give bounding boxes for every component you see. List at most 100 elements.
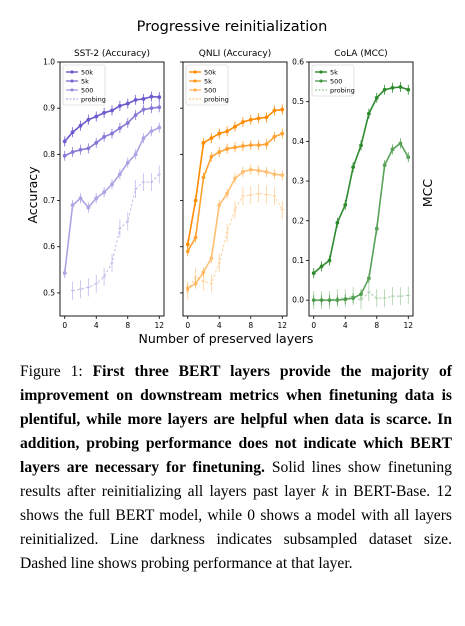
data-point <box>141 97 146 101</box>
y-tick-label: 0.6 <box>292 58 304 67</box>
legend-marker <box>70 79 74 83</box>
data-point <box>248 117 253 122</box>
x-tick-label: 4 <box>343 321 348 330</box>
figure-title: Progressive reinitialization <box>137 19 328 35</box>
series-line <box>72 173 160 292</box>
data-point <box>374 95 379 100</box>
x-tick-label: 4 <box>217 321 222 330</box>
legend-marker <box>70 88 74 92</box>
data-point <box>359 292 363 297</box>
data-point <box>233 124 237 129</box>
data-point <box>117 126 122 130</box>
legend-marker <box>193 88 197 92</box>
data-point <box>366 111 371 116</box>
data-point <box>149 129 154 134</box>
y-tick-label: 0.2 <box>292 216 304 225</box>
data-point <box>256 168 261 173</box>
y-tick-label: 0.5 <box>43 288 55 297</box>
y-tick-label: 0.1 <box>292 256 304 265</box>
y-tick-label: 0.9 <box>43 104 55 113</box>
legend-marker <box>319 70 323 74</box>
legend-label: probing <box>330 87 355 95</box>
caption-k: k <box>321 483 329 500</box>
y-tick-label: 0.6 <box>43 242 55 251</box>
x-tick-label: 8 <box>374 321 379 330</box>
series-5k <box>311 82 411 279</box>
data-point <box>201 140 206 145</box>
data-point <box>233 145 237 150</box>
legend-marker <box>193 79 197 83</box>
legend-label: 500 <box>204 87 216 95</box>
data-point <box>366 276 371 281</box>
data-point <box>94 140 99 145</box>
panel-title: SST-2 (Accuracy) <box>74 49 150 59</box>
legend-label: 5k <box>81 78 89 86</box>
caption-text: Solid lines show finetuning results afte… <box>20 459 452 500</box>
data-point <box>311 271 316 276</box>
data-point <box>351 165 356 170</box>
data-point <box>343 297 348 302</box>
legend-label: 5k <box>204 78 212 86</box>
panel-frame <box>308 61 414 317</box>
data-point <box>382 87 387 92</box>
data-point <box>240 120 245 124</box>
legend-label: 5k <box>330 69 338 77</box>
panel-frame <box>182 61 288 317</box>
panel-frame <box>59 61 165 317</box>
legend-label: probing <box>81 96 106 104</box>
series-probing <box>71 165 161 300</box>
series-5k <box>185 128 285 257</box>
data-point <box>280 131 285 136</box>
data-point <box>70 150 75 154</box>
y-tick-label: 0.5 <box>292 97 304 106</box>
data-point <box>209 136 214 141</box>
data-point <box>280 173 285 178</box>
data-point <box>78 196 83 201</box>
legend-marker <box>193 70 197 74</box>
data-point <box>70 203 75 208</box>
data-point <box>110 131 114 136</box>
data-point <box>185 249 190 254</box>
series-line <box>187 193 283 291</box>
data-point <box>70 130 75 135</box>
legend-marker <box>319 79 323 83</box>
data-point <box>374 226 379 231</box>
chart-panel-3: CoLA (MCC) 0.0 0.1 0.2 0.3 0.4 0.5 0.6 0 4 8 12 5k50… <box>292 49 414 330</box>
data-point <box>233 176 237 181</box>
data-point <box>125 101 130 106</box>
legend-label: 50k <box>204 69 216 77</box>
x-tick-label: 0 <box>185 321 190 330</box>
legend-box <box>311 64 355 97</box>
data-point <box>256 143 261 148</box>
legend-label: probing <box>204 96 229 104</box>
x-tick-label: 12 <box>403 321 413 330</box>
data-point <box>201 175 206 180</box>
data-point <box>141 107 146 112</box>
data-point <box>390 147 395 152</box>
data-point <box>94 196 99 201</box>
data-point <box>225 129 230 134</box>
data-point <box>248 143 253 148</box>
data-point <box>264 115 269 120</box>
data-point <box>319 298 324 303</box>
legend-box <box>62 64 106 106</box>
data-point <box>157 125 162 130</box>
caption-label: Figure 1: <box>20 363 83 380</box>
y-axis-label-accuracy: Accuracy <box>25 166 40 224</box>
data-point <box>327 258 332 263</box>
x-tick-label: 8 <box>248 321 253 330</box>
data-point <box>335 220 340 225</box>
data-point <box>110 182 114 187</box>
data-point <box>240 170 245 174</box>
data-point <box>117 103 122 108</box>
caption-bold-text: First three BERT layers provide the majo… <box>20 363 452 476</box>
data-point <box>209 154 214 159</box>
data-point <box>217 203 222 208</box>
data-point <box>264 142 269 147</box>
data-point <box>94 114 99 119</box>
data-point <box>390 85 395 90</box>
data-point <box>193 281 198 286</box>
caption-text-rest: in BERT-Base. 12 shows the full BERT mod… <box>20 483 452 572</box>
